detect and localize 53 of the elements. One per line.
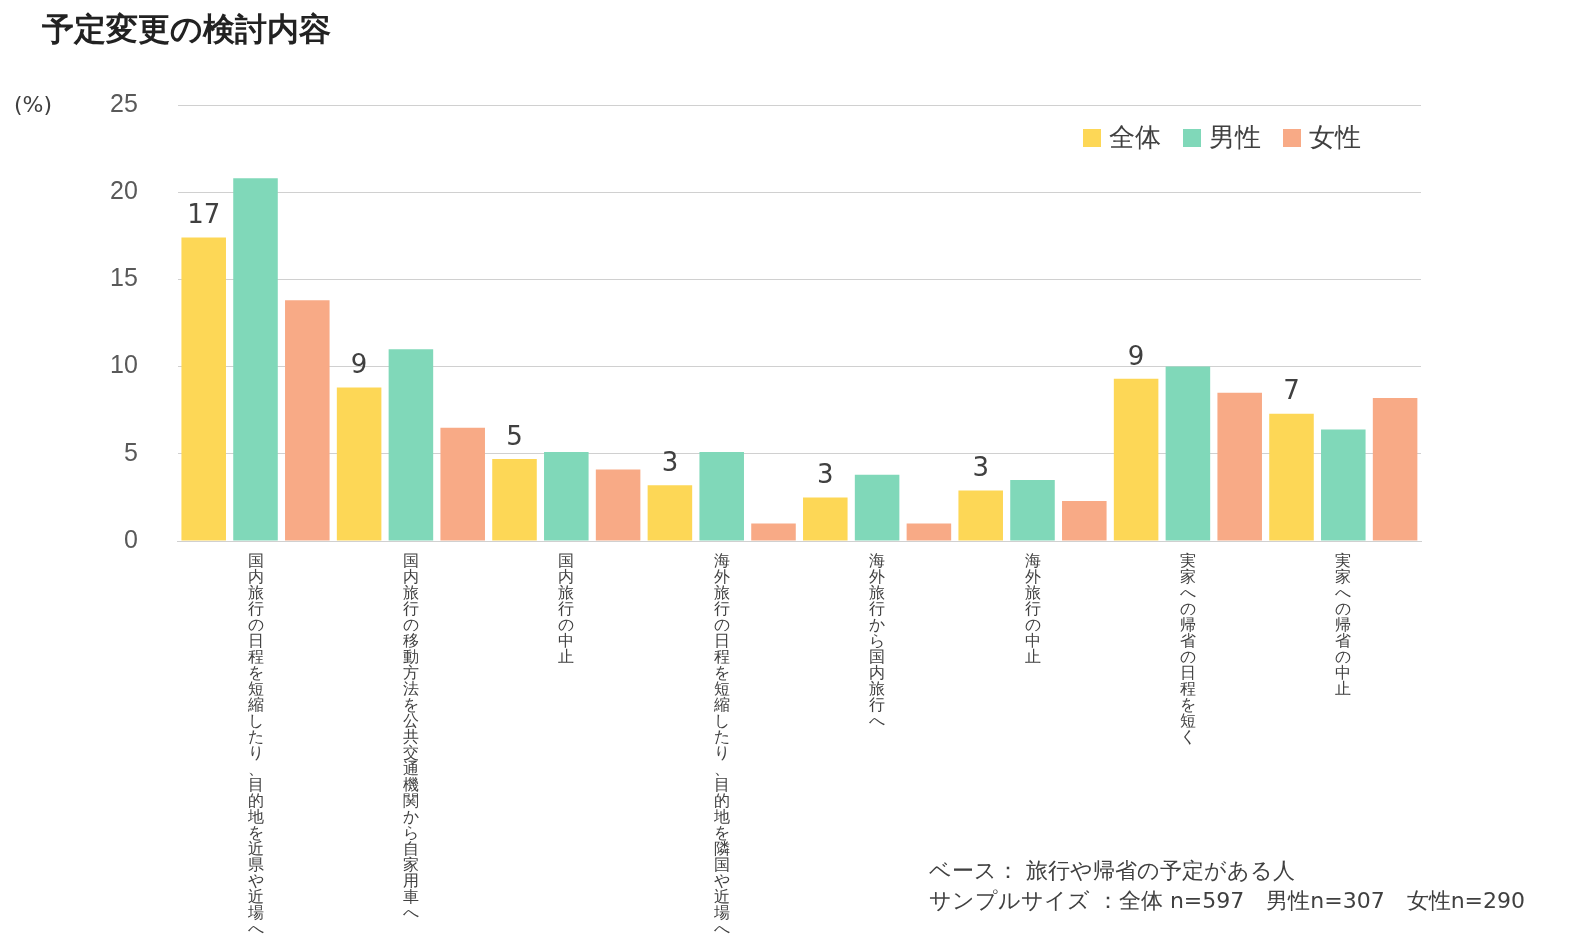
data-label: 9	[1127, 340, 1145, 371]
legend-label: 全体	[1109, 121, 1161, 154]
data-label: 3	[661, 446, 679, 477]
bar	[492, 459, 537, 541]
category-label: 実家への帰省の日程を短く	[1179, 551, 1196, 746]
bar	[336, 387, 382, 541]
y-tick-label: 5	[123, 437, 138, 466]
data-label: 17	[187, 199, 221, 230]
text: ベース： 旅行や帰省の予定がある人	[928, 857, 1296, 885]
bar	[1113, 378, 1159, 541]
bar	[699, 452, 744, 541]
data-label: 5	[506, 420, 523, 451]
x-tick-label: 海外旅行の中止	[1023, 551, 1042, 666]
bar	[1165, 366, 1211, 541]
y-tick-label: 10	[110, 350, 138, 379]
bar	[1217, 392, 1262, 541]
data-label: 3	[972, 452, 989, 483]
legend-label: 男性	[1209, 121, 1261, 154]
bar	[181, 237, 226, 541]
bar	[440, 427, 485, 541]
y-tick-label: 0	[123, 524, 138, 553]
data-label: 3	[817, 459, 834, 490]
category-label: 国内旅行の移動方法を公共交通機関から自家用車へ	[402, 551, 419, 922]
category-label: 海外旅行の日程を短縮したり、目的地を隣国や近場へ	[713, 551, 730, 938]
text: サンプルサイズ ：全体 n=597 男性n=307 女性n=290	[928, 886, 1525, 915]
bar	[854, 474, 900, 541]
category-label: 実家への帰省の中止	[1335, 551, 1352, 698]
y-axis-title: (%)	[14, 92, 53, 117]
bar	[958, 490, 1003, 541]
legend-label: 女性	[1309, 121, 1361, 154]
bar	[544, 452, 589, 541]
bar	[1062, 500, 1107, 541]
bar	[1010, 479, 1055, 541]
bar	[1372, 397, 1418, 541]
data-label: 9	[350, 349, 368, 380]
bar	[285, 300, 330, 541]
category-label: 国内旅行の日程を短縮したり、目的地を近県や近場へ	[247, 551, 264, 938]
bar	[751, 523, 796, 541]
bar	[1321, 429, 1366, 541]
data-label: 7	[1283, 375, 1300, 406]
bar	[1269, 413, 1314, 541]
bar	[233, 178, 278, 541]
y-tick-label: 15	[110, 263, 138, 292]
bar	[595, 469, 641, 541]
bar	[906, 523, 952, 541]
chart-title: 予定変更の検討内容	[42, 9, 331, 50]
bar	[647, 485, 693, 541]
x-tick-label: 国内旅行の中止	[557, 551, 576, 666]
category-label: 海外旅行から国内旅行へ	[869, 551, 886, 730]
bar	[803, 497, 848, 541]
bar	[388, 349, 434, 541]
y-tick-label: 25	[110, 88, 138, 117]
y-tick-label: 20	[110, 176, 138, 205]
